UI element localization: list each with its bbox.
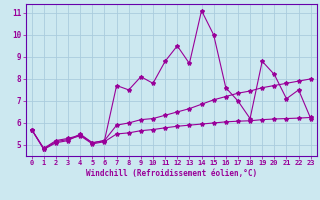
X-axis label: Windchill (Refroidissement éolien,°C): Windchill (Refroidissement éolien,°C) bbox=[86, 169, 257, 178]
